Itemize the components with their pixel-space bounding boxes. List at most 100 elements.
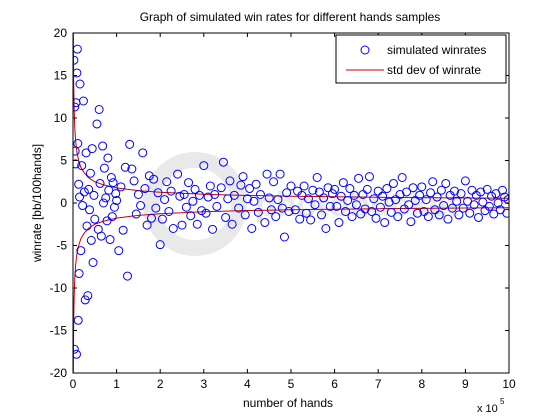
data-point	[260, 218, 270, 228]
data-point	[388, 178, 398, 188]
x-tick-label: 5	[288, 377, 295, 391]
data-point	[502, 208, 509, 218]
data-point	[323, 183, 333, 193]
data-point	[184, 178, 194, 188]
data-point	[441, 178, 451, 188]
data-point	[95, 178, 105, 188]
data-point	[367, 207, 377, 216]
data-point	[341, 207, 350, 216]
data-point	[157, 214, 167, 224]
data-point	[190, 184, 200, 194]
data-point	[216, 183, 226, 193]
data-point	[279, 232, 289, 242]
x-tick-label: 6	[331, 377, 338, 391]
data-point	[140, 184, 150, 194]
data-point	[73, 159, 81, 169]
data-point	[436, 185, 446, 195]
data-point	[88, 258, 98, 267]
data-point	[160, 195, 170, 205]
data-point	[393, 212, 403, 222]
x-tick-label: 3	[200, 377, 207, 391]
data-point	[321, 224, 331, 233]
data-point	[439, 201, 449, 211]
data-point	[201, 208, 211, 218]
data-point	[205, 181, 215, 191]
x-tick-label: 4	[244, 377, 251, 391]
data-point	[188, 196, 198, 206]
data-point	[89, 190, 99, 200]
legend-marker-circle	[360, 45, 370, 55]
data-point	[218, 157, 228, 167]
data-point	[443, 214, 453, 224]
data-point	[94, 105, 104, 114]
x-tick-label: 9	[462, 377, 469, 391]
data-point	[482, 184, 492, 194]
y-tick-label: -15	[50, 324, 68, 338]
data-point	[109, 202, 119, 212]
y-tick-label: 10	[54, 111, 68, 125]
data-point	[314, 187, 324, 197]
data-point	[421, 195, 431, 205]
data-point	[173, 169, 183, 179]
data-point	[319, 193, 329, 203]
data-point	[138, 148, 148, 158]
data-point	[380, 218, 390, 228]
data-point	[476, 187, 486, 197]
data-point	[303, 194, 313, 204]
data-point	[249, 196, 259, 206]
y-tick-label: 20	[54, 26, 68, 40]
chart-title: Graph of simulated win rates for differe…	[140, 10, 441, 24]
data-point	[106, 173, 116, 182]
x-multiplier-label: x 10	[477, 403, 498, 415]
x-tick-label: 7	[375, 377, 382, 391]
data-point	[181, 202, 191, 212]
data-point	[343, 195, 353, 205]
data-point	[116, 182, 126, 192]
data-point	[456, 189, 466, 199]
data-point	[229, 190, 239, 200]
data-point	[78, 201, 88, 211]
data-point	[310, 200, 320, 210]
x-tick-label: 10	[502, 377, 516, 391]
data-point	[99, 198, 109, 208]
data-point	[210, 190, 220, 199]
data-point	[149, 174, 159, 184]
y-tick-label: -5	[56, 239, 67, 253]
data-point	[155, 240, 165, 250]
data-point	[87, 144, 97, 154]
y-tick-label: 15	[54, 69, 68, 83]
data-point	[369, 194, 379, 204]
data-point	[375, 202, 385, 212]
x-tick-label: 2	[157, 377, 164, 391]
data-point	[312, 173, 322, 182]
data-point	[133, 190, 143, 199]
data-point	[79, 187, 89, 197]
data-point	[208, 224, 218, 234]
data-point	[423, 212, 433, 222]
x-tick-label: 0	[70, 377, 77, 391]
y-axis-label: winrate [bb/100hands]	[30, 144, 44, 263]
data-point	[447, 203, 457, 213]
data-point	[301, 208, 311, 218]
data-point	[125, 139, 135, 149]
data-point	[101, 193, 111, 203]
data-point	[332, 201, 342, 211]
data-point	[74, 179, 84, 189]
data-point	[74, 269, 84, 279]
data-point	[497, 185, 507, 195]
svg-text:photobucket: photobucket	[255, 186, 459, 224]
data-point	[153, 188, 163, 198]
data-point	[194, 190, 204, 200]
data-point	[465, 208, 475, 218]
data-point	[325, 201, 335, 211]
data-point	[162, 177, 172, 187]
data-point	[450, 186, 459, 196]
data-point	[73, 102, 80, 112]
data-point	[192, 219, 202, 229]
data-point	[478, 197, 488, 207]
data-point	[469, 200, 479, 210]
data-point	[186, 211, 196, 221]
data-point	[197, 206, 207, 216]
data-point	[136, 201, 146, 211]
data-point	[371, 213, 381, 223]
